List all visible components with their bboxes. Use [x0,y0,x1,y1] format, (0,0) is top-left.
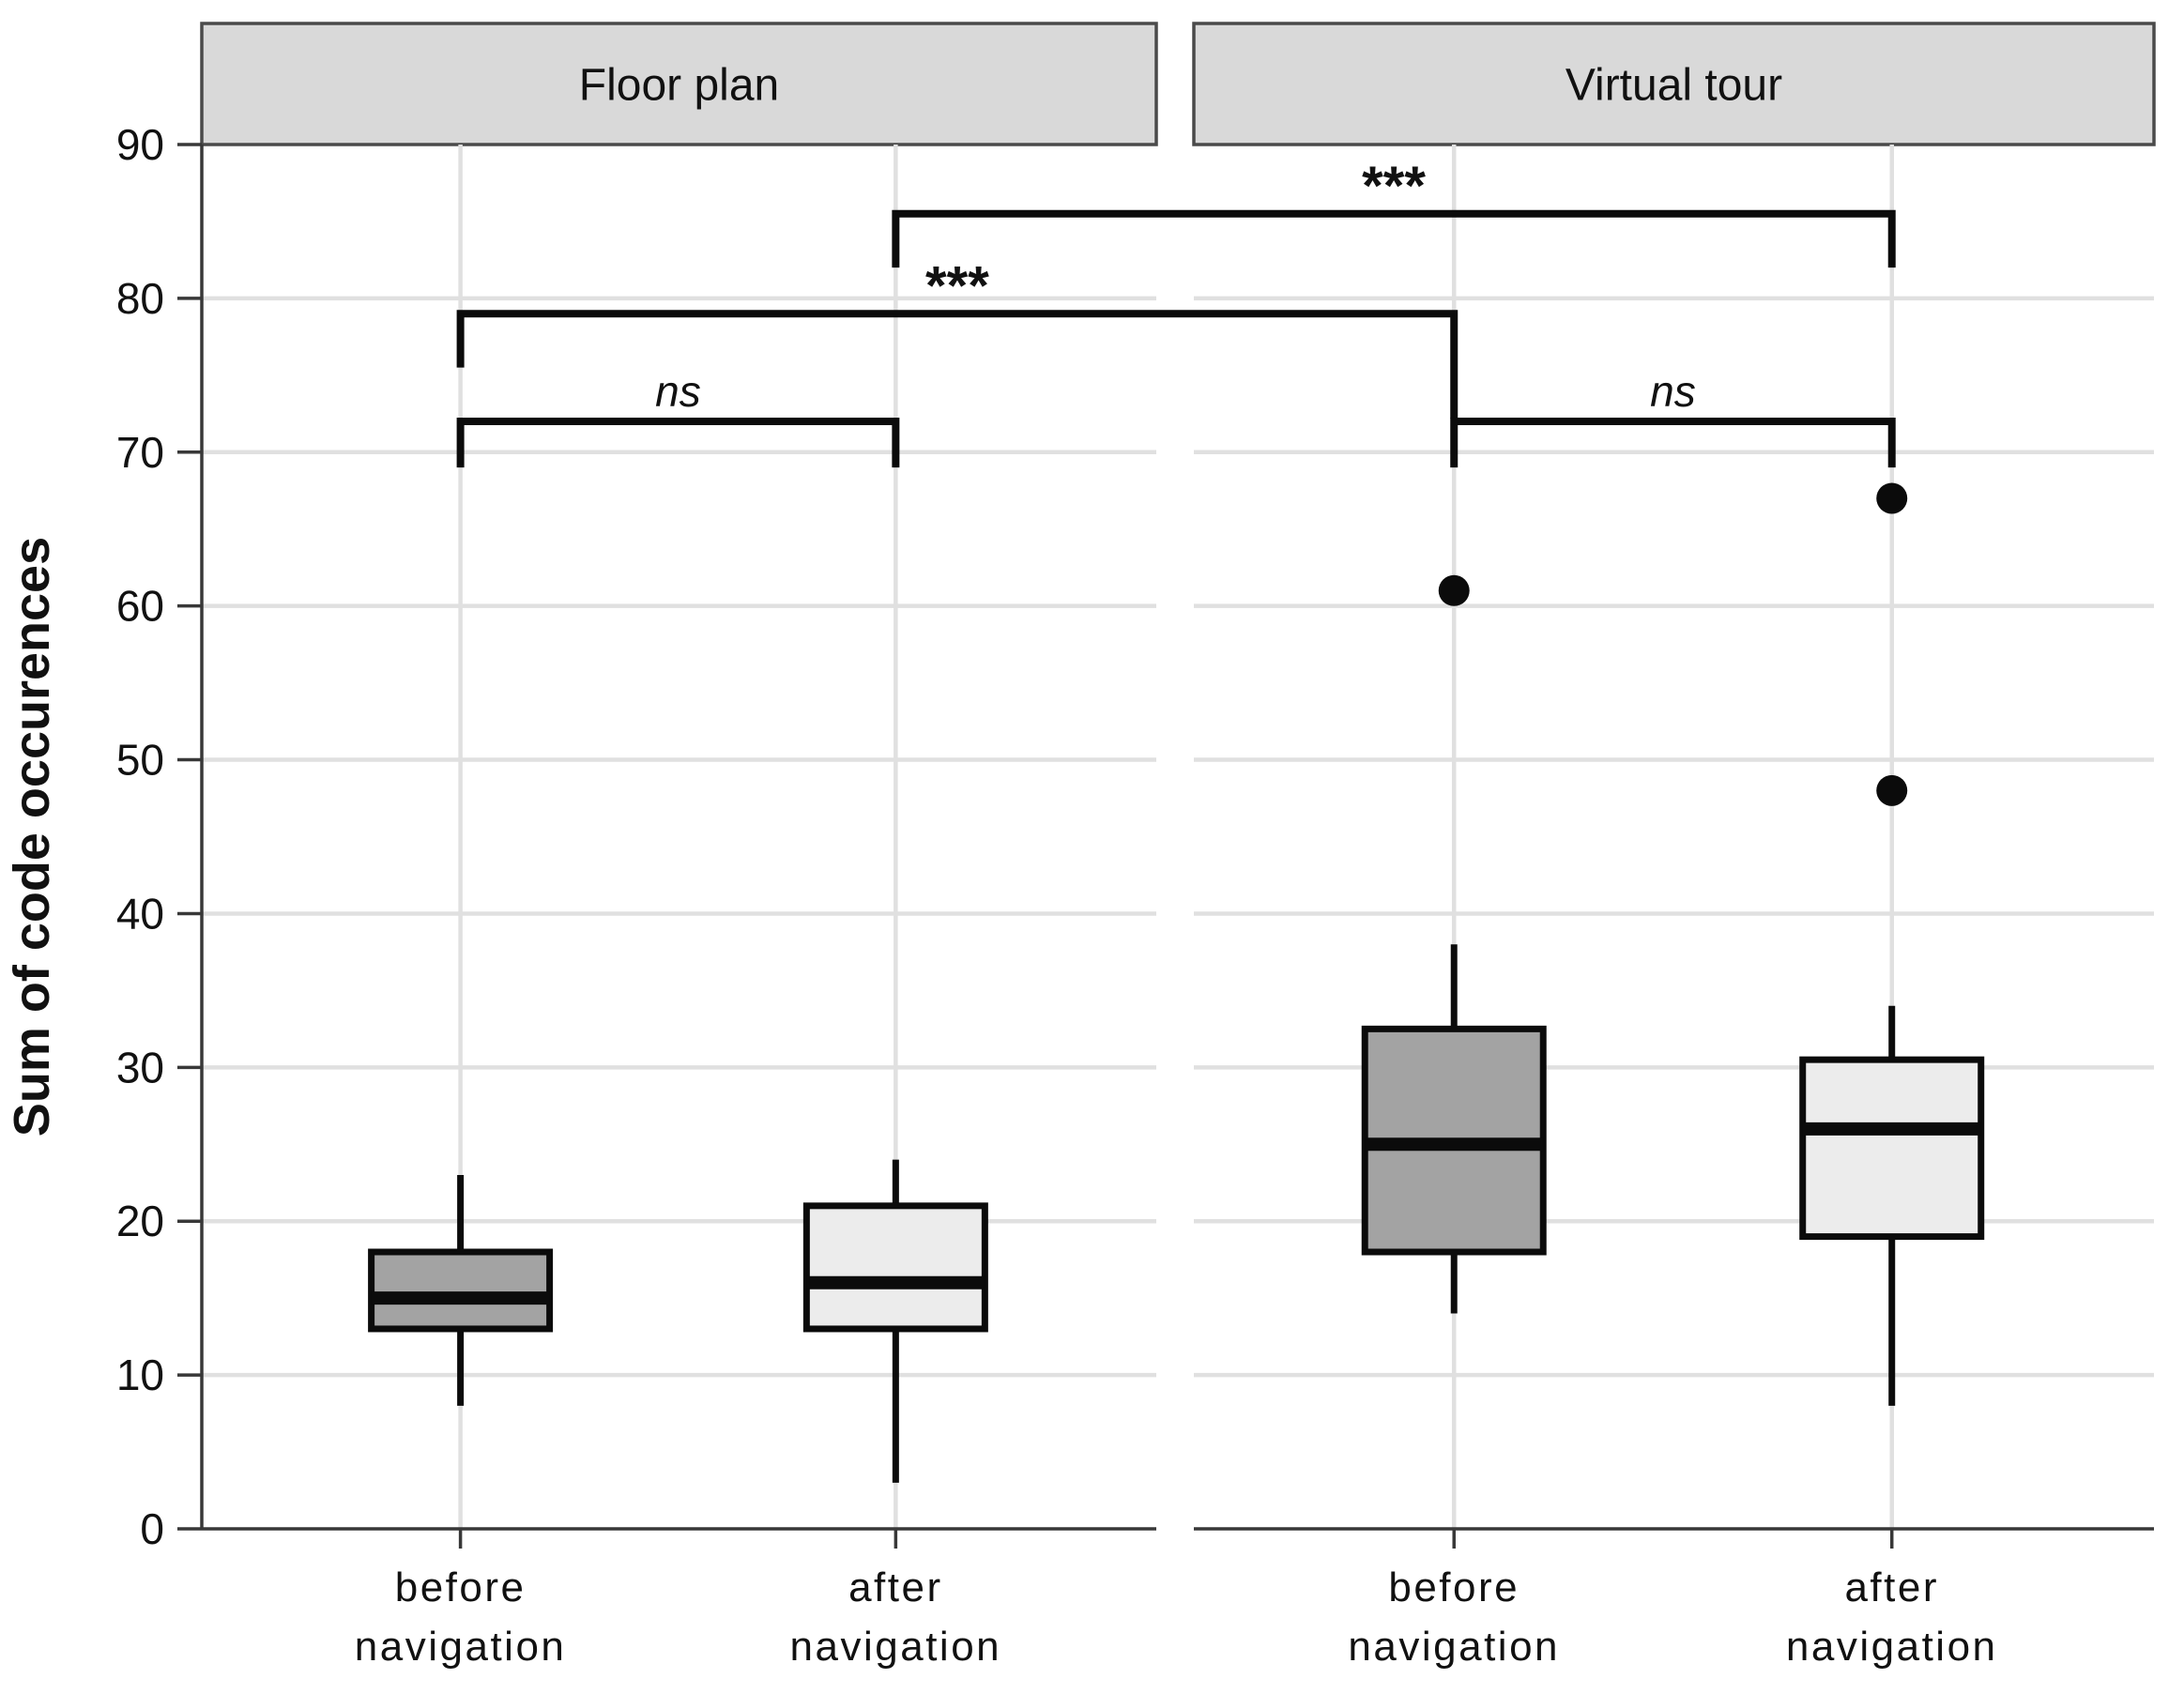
significance-label-0: *** [1362,156,1426,217]
outlier-virtual-tour-after-navigation-48 [1876,774,1908,806]
outlier-virtual-tour-before-navigation-61 [1438,574,1470,606]
x-label-floor-plan-before-navigation-line1: before [395,1564,527,1610]
significance-label-1: *** [925,255,989,316]
facet-strip-floor-plan [200,22,1158,146]
y-tick-label-80: 80 [116,274,164,323]
x-label-virtual-tour-before-navigation-line2: navigation [1348,1624,1560,1670]
y-tick-label-40: 40 [116,889,164,938]
significance-bracket-1 [456,310,1459,419]
significance-label-3: ns [1650,367,1696,416]
y-axis-title: Sum of code occurences [4,537,60,1137]
x-label-floor-plan-after-navigation-line1: after [848,1564,943,1610]
x-label-virtual-tour-after-navigation-line1: after [1844,1564,1939,1610]
facet-strip-label-virtual-tour: Virtual tour [1565,61,1782,111]
box-floor-plan-after-navigation [802,1202,988,1333]
significance-bracket-3 [1450,418,1896,468]
y-tick-label-20: 20 [116,1197,164,1245]
y-tick-label-30: 30 [116,1043,164,1091]
x-label-virtual-tour-after-navigation-line2: navigation [1786,1624,1998,1670]
y-tick-label-10: 10 [116,1351,164,1399]
x-label-floor-plan-after-navigation-line2: navigation [790,1624,1002,1670]
y-tick-label-0: 0 [140,1504,164,1553]
box-virtual-tour-after-navigation [1799,1056,1985,1241]
x-label-floor-plan-before-navigation-line2: navigation [355,1624,567,1670]
y-tick-label-90: 90 [116,120,164,169]
box-floor-plan-before-navigation [368,1248,554,1333]
facet-strip-label-floor-plan: Floor plan [579,61,779,111]
facet-strip-virtual-tour [1192,22,2156,146]
significance-label-2: ns [655,367,701,416]
x-label-virtual-tour-before-navigation-line1: before [1388,1564,1520,1610]
outlier-virtual-tour-after-navigation-67 [1876,482,1908,514]
significance-bracket-2 [456,418,900,468]
y-tick-label-50: 50 [116,736,164,785]
y-tick-label-70: 70 [116,428,164,477]
significance-bracket-0 [892,209,1896,268]
y-tick-label-60: 60 [116,582,164,631]
